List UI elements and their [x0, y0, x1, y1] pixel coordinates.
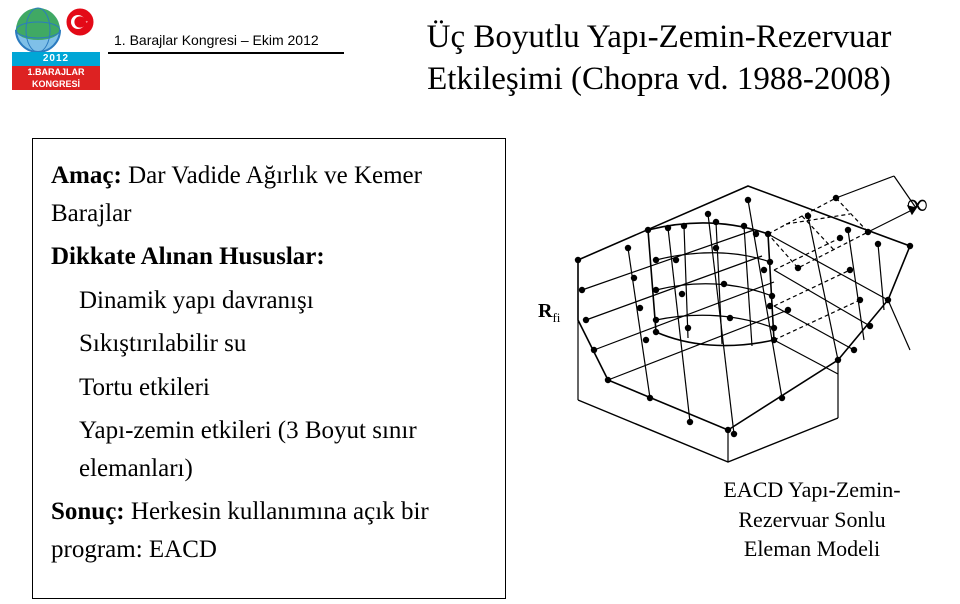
item-3: Yapı-zemin etkileri (3 Boyut sınır elema… — [51, 412, 487, 487]
amac-line: Amaç: Dar Vadide Ağırlık ve Kemer Barajl… — [51, 157, 487, 232]
diagram-caption: EACD Yapı-Zemin- Rezervuar Sonlu Eleman … — [688, 475, 936, 564]
dikkate-line: Dikkate Alınan Hususlar: — [51, 238, 487, 276]
dikkate-label: Dikkate Alınan Hususlar: — [51, 243, 325, 270]
logo-graphic: 2012 — [12, 6, 100, 66]
caption-line3: Eleman Modeli — [744, 536, 880, 561]
fe-diagram-svg — [538, 150, 930, 470]
slide-title: Üç Boyutlu Yapı-Zemin-Rezervuar Etkileşi… — [376, 16, 942, 100]
item-3-text: Yapı-zemin etkileri (3 Boyut sınır elema… — [79, 417, 417, 482]
content-box: Amaç: Dar Vadide Ağırlık ve Kemer Barajl… — [32, 138, 506, 599]
logo-sub-line1: 1.BARAJLAR — [12, 66, 100, 78]
caption-line1: EACD Yapı-Zemin- — [723, 477, 900, 502]
logo-sub-line2: KONGRESİ — [12, 78, 100, 90]
sonuc-label: Sonuç: — [51, 498, 125, 525]
page: 2012 1.BARAJLAR KONGRESİ 1. Barajlar Kon… — [0, 0, 960, 604]
item-0: Dinamik yapı davranışı — [51, 282, 487, 320]
amac-label: Amaç: — [51, 162, 122, 189]
logo-svg — [12, 6, 100, 54]
conference-label: 1. Barajlar Kongresi – Ekim 2012 — [114, 32, 319, 48]
rfi-sub: fi — [552, 310, 560, 325]
title-line1: Üç Boyutlu Yapı-Zemin-Rezervuar — [427, 19, 892, 55]
caption-line2: Rezervuar Sonlu — [738, 507, 885, 532]
conference-underline — [108, 52, 344, 54]
infinity-label: ∞ — [907, 188, 928, 222]
item-2: Tortu etkileri — [51, 369, 487, 407]
logo-year: 2012 — [12, 52, 100, 66]
congress-logo: 2012 1.BARAJLAR KONGRESİ — [12, 6, 100, 90]
fe-diagram: ∞ Rfi — [538, 150, 930, 470]
rfi-label: Rfi — [538, 300, 560, 326]
sonuc-line: Sonuç: Herkesin kullanımına açık bir pro… — [51, 493, 487, 568]
title-line2: Etkileşimi (Chopra vd. 1988-2008) — [427, 61, 891, 97]
item-1: Sıkıştırılabilir su — [51, 325, 487, 363]
rfi-main: R — [538, 300, 552, 322]
